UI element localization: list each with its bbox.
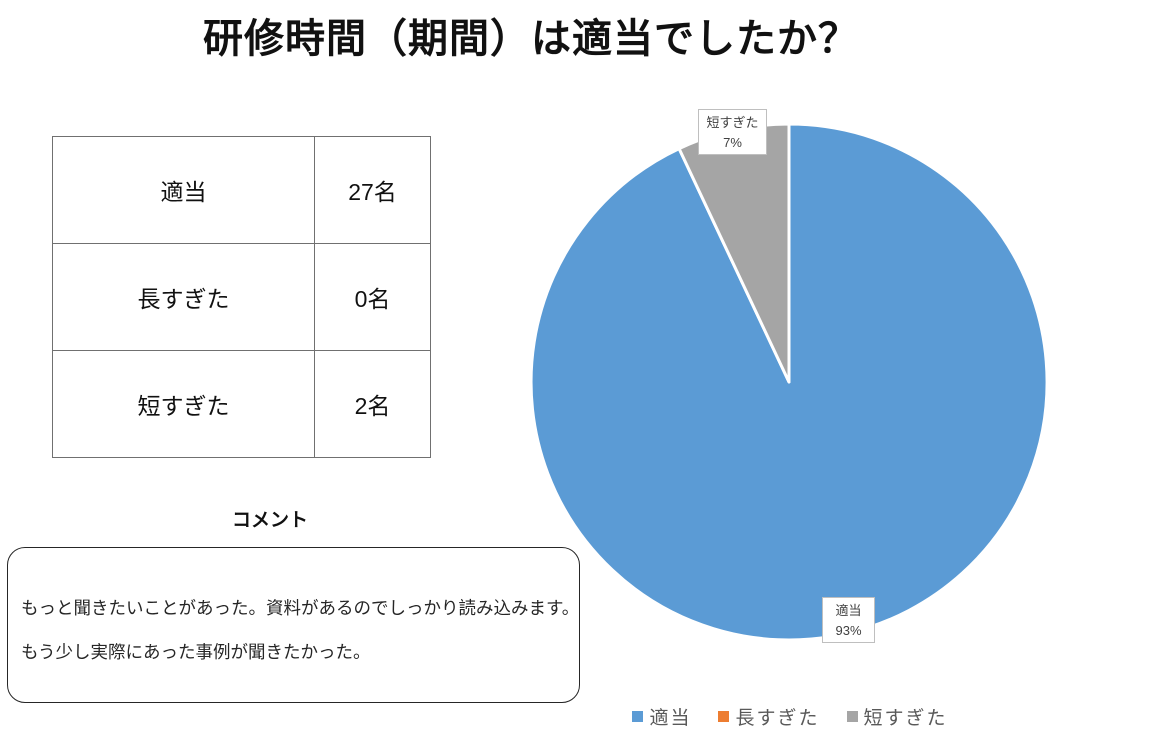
legend-marker-icon: [846, 710, 858, 722]
legend-label: 長すぎた: [735, 707, 820, 729]
comment-heading: コメント: [231, 510, 308, 531]
legend-label: 短すぎた: [863, 707, 948, 729]
table-cell-count: 27名: [314, 136, 431, 244]
legend-marker-icon: [718, 710, 730, 722]
legend-item-mijikasugita: 短すぎた: [846, 703, 948, 730]
data-label-percent: 7%: [723, 135, 742, 150]
data-label-tekitou: 適当 93%: [822, 597, 875, 643]
table-row: 短すぎた 2名: [52, 350, 431, 458]
legend-label: 適当: [649, 707, 692, 729]
data-label-category: 短すぎた: [706, 115, 759, 130]
data-label-mijikasugita: 短すぎた 7%: [698, 109, 767, 155]
legend-marker-icon: [632, 710, 644, 722]
chart-legend: 適当 長すぎた 短すぎた: [520, 700, 1060, 732]
page-title: 研修時間（期間）は適当でしたか？: [203, 17, 859, 61]
table-cell-label: 短すぎた: [52, 350, 315, 458]
comment-line: もっと聞きたいことがあった。資料があるのでしっかり読み込みます。: [21, 598, 580, 618]
table-row: 長すぎた 0名: [52, 243, 431, 351]
table-cell-count: 2名: [314, 350, 431, 458]
comment-box: もっと聞きたいことがあった。資料があるのでしっかり読み込みます。 もう少し実際に…: [7, 547, 580, 703]
table-cell-label: 長すぎた: [52, 243, 315, 351]
comment-line: もう少し実際にあった事例が聞きたかった。: [21, 642, 371, 662]
legend-item-tekitou: 適当: [632, 703, 691, 730]
data-label-percent: 93%: [835, 623, 862, 638]
legend-item-nagasugita: 長すぎた: [718, 703, 819, 730]
table-cell-label: 適当: [52, 136, 315, 244]
data-label-category: 適当: [835, 603, 862, 618]
summary-table: 適当 27名 長すぎた 0名 短すぎた 2名: [52, 136, 431, 458]
table-row: 適当 27名: [52, 136, 431, 244]
